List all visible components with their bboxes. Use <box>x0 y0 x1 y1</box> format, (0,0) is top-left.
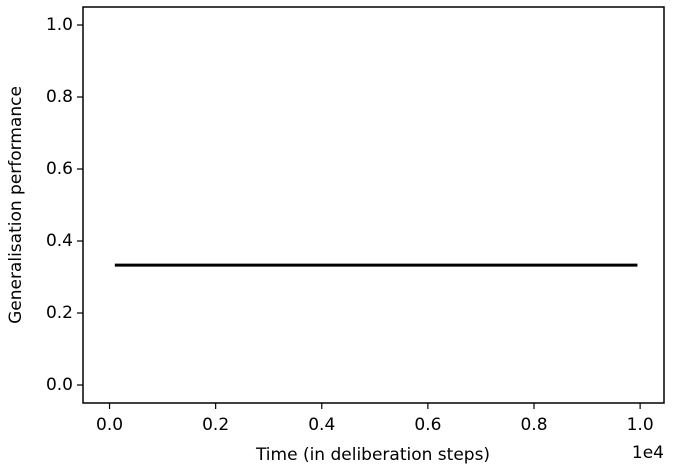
y-tick-label: 0.8 <box>46 87 73 107</box>
y-tick-label: 1.0 <box>46 15 73 35</box>
x-tick-label: 0.0 <box>96 415 123 435</box>
y-axis-label: Generalisation performance <box>6 86 26 324</box>
x-tick-label: 1.0 <box>627 415 654 435</box>
x-tick-label: 0.2 <box>202 415 229 435</box>
y-tick-label: 0.0 <box>46 375 73 395</box>
y-tick-label: 0.6 <box>46 159 73 179</box>
x-axis-label: Time (in deliberation steps) <box>255 445 490 465</box>
y-tick-label: 0.4 <box>46 231 73 251</box>
y-tick-label: 0.2 <box>46 303 73 323</box>
x-tick-label: 0.6 <box>414 415 441 435</box>
plot-frame <box>82 6 665 404</box>
x-tick-label: 0.4 <box>308 415 335 435</box>
x-tick-label: 0.8 <box>520 415 547 435</box>
x-offset-label: 1e4 <box>632 443 664 463</box>
